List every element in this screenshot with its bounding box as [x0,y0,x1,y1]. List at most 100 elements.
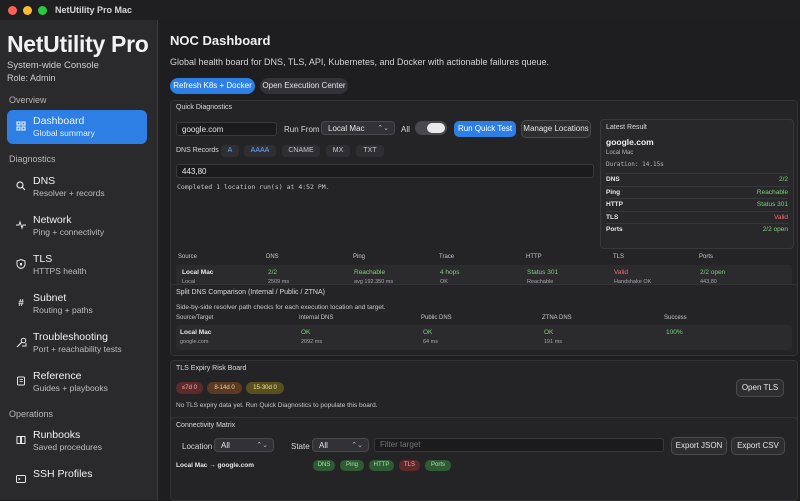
sidebar-item-dashboard[interactable]: Dashboard Global summary [7,110,147,144]
sidebar-item-dns[interactable]: DNS Resolver + records [7,170,147,204]
ports-input[interactable]: 443,80 [176,164,594,178]
split-dns-title: Split DNS Comparison (Internal / Public … [176,289,325,296]
connectivity-matrix-panel: Connectivity Matrix Location All ⌃⌄ Stat… [170,417,798,501]
state-label: State [291,442,310,451]
matrix-tag-http[interactable]: HTTP [369,460,394,471]
matrix-tag-dns[interactable]: DNS [313,460,335,471]
latest-result-key: Ping [606,188,621,196]
latest-result-row: Ping Reachable [606,185,788,199]
row-ports: 2/2 open [700,269,726,276]
badge-8-14d[interactable]: 8-14d 0 [207,382,242,394]
open-tls-button[interactable]: Open TLS [736,379,784,397]
matrix-tag-ports[interactable]: Ports [425,460,451,471]
badge-7d-count: 0 [193,385,197,391]
runbook-icon [15,435,27,447]
row-dns-sub: 2509 ms [268,279,290,285]
sidebar-item-ssh-profiles[interactable]: SSH Profiles [7,463,147,497]
split-dns-panel: Split DNS Comparison (Internal / Public … [170,284,798,356]
latest-result-key: DNS [606,176,620,183]
tls-empty-message: No TLS expiry data yet. Run Quick Diagno… [176,402,378,409]
all-locations-toggle[interactable] [415,121,447,135]
manage-locations-button[interactable]: Manage Locations [521,120,591,138]
hash-icon: # [18,298,24,309]
state-select[interactable]: All ⌃⌄ [312,438,369,452]
quick-diagnostics-panel: Quick Diagnostics google.com Run From Lo… [170,100,798,297]
latest-result-card: Latest Result google.com Local Mac Durat… [600,119,794,249]
badge-7d[interactable]: ≤7d 0 [176,382,203,394]
row-http: Status 301 [527,269,559,276]
sidebar-item-label: Reference [33,370,82,382]
sidebar-item-subnet[interactable]: # Subnet Routing + paths [7,287,147,321]
filter-target-input[interactable] [374,438,664,452]
table-row[interactable]: Local Mac google.com OK 2092 ms OK 64 ms… [176,325,792,350]
page-title: NOC Dashboard [170,33,271,48]
row-ports-sub: 443,80 [700,279,717,285]
col-source-target: Source/Target [176,315,214,321]
latest-result-value: 2/2 [778,176,788,183]
run-from-select[interactable]: Local Mac ⌃⌄ [321,121,395,135]
sidebar-item-troubleshooting[interactable]: Troubleshooting Port + reachability test… [7,326,147,360]
app-subtitle: System-wide Console [7,60,99,71]
col-ztna-dns: ZTNA DNS [542,315,572,321]
record-txt-pill[interactable]: TXT [356,145,384,157]
badge-15-30d[interactable]: 15-30d 0 [246,382,284,394]
matrix-tag-tls[interactable]: TLS [399,460,420,471]
col-trace: Trace [439,254,455,260]
open-execution-center-button[interactable]: Open Execution Center [260,78,348,94]
sidebar-item-sub: Ping + connectivity [33,227,105,237]
col-tls: TLS [613,254,625,260]
sidebar-item-reference[interactable]: Reference Guides + playbooks [7,365,147,399]
chevron-updown-icon: ⌃⌄ [377,125,389,132]
tools-icon [15,337,27,349]
sidebar-item-network[interactable]: Network Ping + connectivity [7,209,147,243]
refresh-k8s-docker-button[interactable]: Refresh K8s + Docker [170,78,255,94]
split-row-internal: OK [301,329,311,336]
row-http-sub: Reachable [527,279,554,285]
sidebar-item-sub: Global summary [33,128,95,138]
all-label: All [401,125,410,134]
row-source-sub: Local [182,279,196,285]
col-http: HTTP [526,254,542,260]
split-row-ztna: OK [544,329,554,336]
export-json-button[interactable]: Export JSON [671,437,727,455]
latest-host: google.com [606,137,654,147]
user-role: Role: Admin [7,73,56,83]
connectivity-matrix-title: Connectivity Matrix [176,422,236,429]
sidebar-item-runbooks[interactable]: Runbooks Saved procedures [7,424,147,458]
row-tls: Valid [614,269,628,276]
chevron-updown-icon: ⌃⌄ [351,442,363,449]
split-row-success: 100% [666,329,683,336]
section-operations: Operations [9,409,54,419]
target-input[interactable]: google.com [176,122,277,136]
sidebar: NetUtility Pro System-wide Console Role:… [0,20,158,500]
dns-records-label: DNS Records [176,147,219,154]
badge-8-14d-label: 8-14d [214,385,230,391]
search-icon [15,181,27,193]
col-source: Source [178,254,198,260]
split-row-target: google.com [180,339,209,345]
minimize-icon[interactable] [23,5,32,15]
record-a-pill[interactable]: A [221,145,239,157]
sidebar-item-sub: Port + reachability tests [33,344,122,354]
sidebar-item-tls[interactable]: TLS HTTPS health [7,248,147,282]
location-label: Location [182,442,213,451]
sidebar-item-label: Dashboard [33,115,85,127]
location-select[interactable]: All ⌃⌄ [214,438,274,452]
record-mx-pill[interactable]: MX [326,145,350,157]
run-quick-test-button[interactable]: Run Quick Test [454,121,516,137]
record-aaaa-pill[interactable]: AAAA [244,145,276,157]
shield-icon [15,258,27,271]
close-icon[interactable] [8,5,17,15]
latest-result-key: Ports [606,226,623,233]
latest-result-title: Latest Result [606,124,647,131]
badge-7d-label: ≤7d [182,385,192,391]
matrix-tag-ping[interactable]: Ping [340,460,364,471]
section-diagnostics: Diagnostics [9,154,56,164]
run-from-value: Local Mac [328,124,365,133]
zoom-icon[interactable] [38,5,47,15]
window-controls [8,5,47,15]
record-cname-pill[interactable]: CNAME [282,145,320,157]
export-csv-button[interactable]: Export CSV [731,437,785,455]
status-line: Completed 1 location run(s) at 4:52 PM. [177,183,330,191]
terminal-icon [15,474,27,486]
